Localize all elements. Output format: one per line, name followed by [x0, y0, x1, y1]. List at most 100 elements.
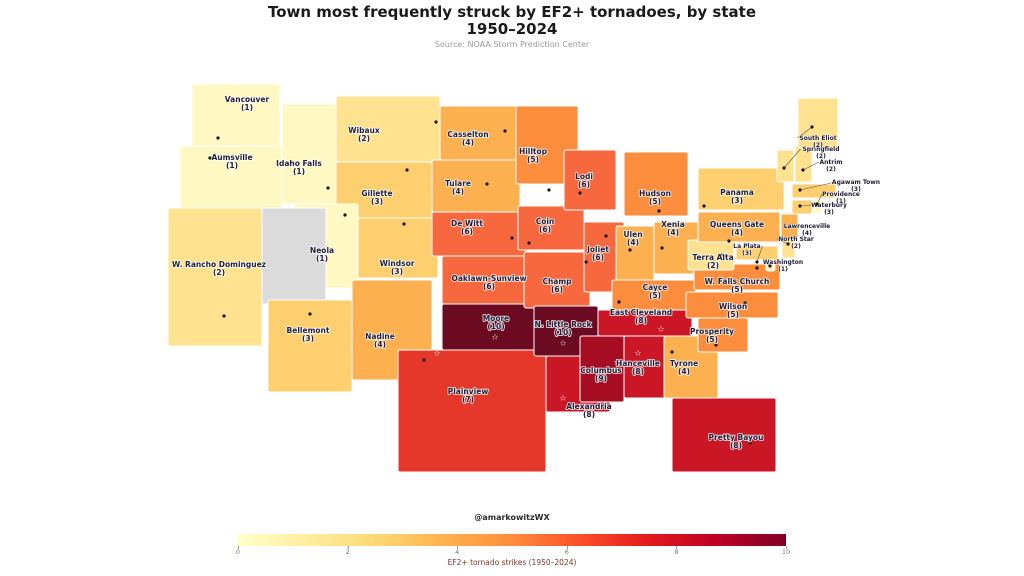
- svg-text:Panama: Panama: [720, 188, 754, 197]
- svg-text:(7): (7): [462, 395, 474, 404]
- svg-text:(2): (2): [707, 261, 719, 270]
- town-label-RI: Providence(1): [822, 190, 861, 205]
- town-dot-icon-RI: [815, 202, 819, 206]
- town-label-OK: Moore(10): [482, 313, 510, 332]
- svg-text:(1): (1): [836, 198, 846, 205]
- town-label-SD: Tulare(4): [444, 178, 472, 197]
- town-star-icon-AR: ☆: [559, 339, 566, 348]
- town-label-NY: Panama(3): [719, 187, 754, 206]
- town-label-ND: Casselton(4): [447, 129, 490, 148]
- svg-text:(10): (10): [554, 328, 571, 337]
- svg-text:(3): (3): [731, 196, 743, 205]
- town-dot-icon-NC: [743, 301, 747, 305]
- svg-text:Bellemont: Bellemont: [287, 326, 330, 335]
- svg-text:(1): (1): [293, 167, 305, 176]
- svg-text:(2): (2): [213, 268, 225, 277]
- town-label-IL: Joliet(6): [585, 244, 610, 263]
- svg-text:(2): (2): [358, 134, 370, 143]
- town-label-NJ: Lawrenceville(4): [783, 222, 831, 237]
- town-dot-icon-MO: [584, 260, 588, 264]
- town-label-MI: Hudson(5): [638, 188, 672, 207]
- svg-text:Tulare: Tulare: [445, 179, 471, 188]
- town-label-IA: Coin(6): [535, 216, 555, 235]
- colorbar-tick-0: 0: [235, 548, 241, 556]
- colorbar-tickmark-2: [347, 546, 349, 549]
- town-dot-icon-NJ: [787, 225, 791, 229]
- colorbar-label: EF2+ tornado strikes (1950–2024): [447, 558, 577, 567]
- town-label-DE: North Star(2): [778, 235, 815, 250]
- svg-text:Washington: Washington: [763, 259, 803, 266]
- town-label-WA: Vancouver(1): [224, 94, 270, 113]
- town-label-MT: Wibaux(2): [347, 125, 380, 144]
- town-label-CO: Windsor(3): [379, 258, 416, 277]
- town-dot-icon-DE: [786, 242, 790, 246]
- town-label-MD: La Plata(3): [733, 242, 761, 257]
- town-dot-icon-ME: [810, 125, 814, 129]
- town-label-UT: Neola(1): [309, 245, 335, 264]
- svg-text:Antrim: Antrim: [819, 159, 842, 166]
- svg-text:W. Rancho Dominguez: W. Rancho Dominguez: [172, 260, 266, 269]
- svg-text:(3): (3): [371, 197, 383, 206]
- town-dot-icon-KY: [617, 300, 621, 304]
- town-label-TX: Plainview(7): [447, 386, 489, 405]
- svg-text:Hudson: Hudson: [639, 189, 671, 198]
- svg-text:North Star: North Star: [778, 236, 814, 243]
- svg-text:(6): (6): [592, 253, 604, 262]
- leader-line-MA: [799, 181, 836, 191]
- town-dot-icon-GA: [670, 350, 674, 354]
- town-label-NC: Wilson(5): [718, 301, 748, 320]
- state-CT: [791, 199, 813, 215]
- svg-text:(8): (8): [583, 410, 595, 419]
- svg-text:(5): (5): [731, 285, 743, 294]
- town-label-FL: Pretty Bayou(8): [708, 432, 765, 451]
- colorbar-tick-10: 10: [781, 548, 791, 556]
- colorbar-tick-8: 8: [674, 548, 679, 556]
- town-label-WY: Gillette(3): [361, 188, 394, 207]
- svg-text:(5): (5): [727, 310, 739, 319]
- leader-line-MD: [756, 245, 763, 263]
- svg-text:(3): (3): [742, 250, 752, 257]
- town-dot-icon-VT: [782, 166, 786, 170]
- town-label-TN: East Cleveland(8): [609, 307, 673, 326]
- town-dot-icon-KS: [514, 276, 518, 280]
- svg-text:(5): (5): [649, 291, 661, 300]
- svg-text:(2): (2): [791, 243, 801, 250]
- svg-text:Waterbury: Waterbury: [811, 202, 847, 209]
- town-dot-icon-MI: [657, 209, 661, 213]
- town-dot-icon-AZ: [308, 312, 312, 316]
- svg-text:(5): (5): [706, 335, 718, 344]
- town-star-icon-OK: ☆: [491, 333, 498, 342]
- town-label-OR: Aumsville(1): [211, 152, 254, 171]
- town-dot-icon-FL: [748, 441, 752, 445]
- svg-text:(4): (4): [678, 367, 690, 376]
- svg-text:(3): (3): [851, 186, 861, 193]
- town-dot-icon-IL: [604, 234, 608, 238]
- svg-text:(4): (4): [462, 138, 474, 147]
- chart-title-line2: 1950–2024: [466, 20, 558, 38]
- chart-title-line1: Town most frequently struck by EF2+ torn…: [268, 3, 756, 21]
- svg-text:Queens Gate: Queens Gate: [710, 220, 764, 229]
- svg-text:(1): (1): [226, 161, 238, 170]
- svg-text:(2): (2): [816, 153, 826, 160]
- state-MA: [791, 183, 837, 199]
- town-dot-icon-SD: [485, 182, 489, 186]
- town-dot-icon-MD: [755, 260, 759, 264]
- state-PA: [697, 211, 781, 243]
- svg-text:(6): (6): [539, 225, 551, 234]
- svg-text:(6): (6): [483, 282, 495, 291]
- svg-text:Vancouver: Vancouver: [225, 95, 270, 104]
- svg-text:(4): (4): [802, 230, 812, 237]
- svg-text:(3): (3): [824, 209, 834, 216]
- state-WA: [191, 83, 281, 147]
- svg-text:(2): (2): [826, 166, 836, 173]
- svg-text:Cayce: Cayce: [643, 283, 668, 292]
- town-dot-icon-ND: [503, 129, 507, 133]
- state-WI: [563, 149, 617, 211]
- leader-line-RI: [816, 193, 823, 205]
- town-label-PA: Queens Gate(4): [709, 219, 765, 238]
- svg-text:N. Little Rock: N. Little Rock: [535, 320, 593, 329]
- town-dot-icon-CO: [402, 222, 406, 226]
- town-dot-icon-CA: [222, 314, 226, 318]
